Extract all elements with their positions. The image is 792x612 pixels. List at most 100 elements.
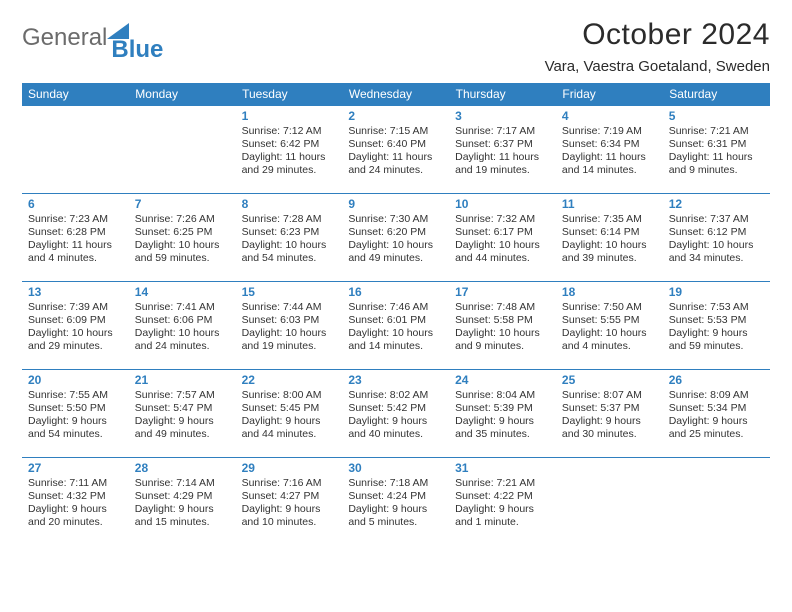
cell-d1: Daylight: 11 hours: [562, 151, 657, 164]
cell-d1: Daylight: 11 hours: [348, 151, 443, 164]
cell-d1: Daylight: 9 hours: [455, 415, 550, 428]
day-number: 7: [135, 197, 230, 211]
day-number: 10: [455, 197, 550, 211]
cell-ss: Sunset: 5:34 PM: [669, 402, 764, 415]
day-number: 30: [348, 461, 443, 475]
cell-ss: Sunset: 4:22 PM: [455, 490, 550, 503]
calendar-week: 1Sunrise: 7:12 AMSunset: 6:42 PMDaylight…: [22, 106, 770, 194]
cell-sr: Sunrise: 8:04 AM: [455, 389, 550, 402]
logo-text-blue: Blue: [111, 36, 163, 63]
cell-d2: and 59 minutes.: [135, 252, 230, 265]
cell-sr: Sunrise: 7:55 AM: [28, 389, 123, 402]
title-block: October 2024 Vara, Vaestra Goetaland, Sw…: [545, 18, 770, 75]
cell-d1: Daylight: 9 hours: [348, 503, 443, 516]
calendar-table: Sunday Monday Tuesday Wednesday Thursday…: [22, 83, 770, 546]
cell-d2: and 20 minutes.: [28, 516, 123, 529]
day-number: 29: [242, 461, 337, 475]
cell-ss: Sunset: 6:20 PM: [348, 226, 443, 239]
cell-d2: and 59 minutes.: [669, 340, 764, 353]
cell-d1: Daylight: 10 hours: [28, 327, 123, 340]
cell-d1: Daylight: 9 hours: [455, 503, 550, 516]
cell-d1: Daylight: 9 hours: [562, 415, 657, 428]
cell-ss: Sunset: 4:32 PM: [28, 490, 123, 503]
calendar-cell: 12Sunrise: 7:37 AMSunset: 6:12 PMDayligh…: [663, 194, 770, 282]
calendar-cell: 6Sunrise: 7:23 AMSunset: 6:28 PMDaylight…: [22, 194, 129, 282]
day-number: 23: [348, 373, 443, 387]
day-header-row: Sunday Monday Tuesday Wednesday Thursday…: [22, 83, 770, 106]
day-number: 3: [455, 109, 550, 123]
calendar-cell: 3Sunrise: 7:17 AMSunset: 6:37 PMDaylight…: [449, 106, 556, 194]
cell-ss: Sunset: 6:12 PM: [669, 226, 764, 239]
calendar-cell: [22, 106, 129, 194]
calendar-cell: 1Sunrise: 7:12 AMSunset: 6:42 PMDaylight…: [236, 106, 343, 194]
header-wed: Wednesday: [342, 83, 449, 106]
day-number: 4: [562, 109, 657, 123]
calendar-week: 13Sunrise: 7:39 AMSunset: 6:09 PMDayligh…: [22, 282, 770, 370]
calendar-cell: 9Sunrise: 7:30 AMSunset: 6:20 PMDaylight…: [342, 194, 449, 282]
header-fri: Friday: [556, 83, 663, 106]
cell-d1: Daylight: 10 hours: [242, 239, 337, 252]
calendar-cell: 19Sunrise: 7:53 AMSunset: 5:53 PMDayligh…: [663, 282, 770, 370]
cell-sr: Sunrise: 7:23 AM: [28, 213, 123, 226]
cell-d1: Daylight: 11 hours: [242, 151, 337, 164]
header-thu: Thursday: [449, 83, 556, 106]
cell-sr: Sunrise: 8:07 AM: [562, 389, 657, 402]
calendar-cell: 30Sunrise: 7:18 AMSunset: 4:24 PMDayligh…: [342, 458, 449, 546]
cell-ss: Sunset: 6:34 PM: [562, 138, 657, 151]
calendar-cell: [663, 458, 770, 546]
cell-ss: Sunset: 5:47 PM: [135, 402, 230, 415]
calendar-cell: 16Sunrise: 7:46 AMSunset: 6:01 PMDayligh…: [342, 282, 449, 370]
cell-d1: Daylight: 9 hours: [135, 415, 230, 428]
calendar-cell: 20Sunrise: 7:55 AMSunset: 5:50 PMDayligh…: [22, 370, 129, 458]
cell-sr: Sunrise: 7:53 AM: [669, 301, 764, 314]
cell-sr: Sunrise: 7:16 AM: [242, 477, 337, 490]
cell-sr: Sunrise: 7:39 AM: [28, 301, 123, 314]
cell-ss: Sunset: 5:39 PM: [455, 402, 550, 415]
day-number: 15: [242, 285, 337, 299]
calendar-cell: 31Sunrise: 7:21 AMSunset: 4:22 PMDayligh…: [449, 458, 556, 546]
cell-d1: Daylight: 10 hours: [135, 327, 230, 340]
calendar-cell: 15Sunrise: 7:44 AMSunset: 6:03 PMDayligh…: [236, 282, 343, 370]
cell-sr: Sunrise: 7:44 AM: [242, 301, 337, 314]
cell-ss: Sunset: 6:23 PM: [242, 226, 337, 239]
calendar-cell: 10Sunrise: 7:32 AMSunset: 6:17 PMDayligh…: [449, 194, 556, 282]
cell-ss: Sunset: 6:31 PM: [669, 138, 764, 151]
calendar-cell: 2Sunrise: 7:15 AMSunset: 6:40 PMDaylight…: [342, 106, 449, 194]
day-number: 9: [348, 197, 443, 211]
cell-d1: Daylight: 10 hours: [562, 239, 657, 252]
calendar-cell: 17Sunrise: 7:48 AMSunset: 5:58 PMDayligh…: [449, 282, 556, 370]
cell-sr: Sunrise: 7:26 AM: [135, 213, 230, 226]
day-number: 18: [562, 285, 657, 299]
calendar-cell: [129, 106, 236, 194]
cell-d2: and 40 minutes.: [348, 428, 443, 441]
calendar-cell: 26Sunrise: 8:09 AMSunset: 5:34 PMDayligh…: [663, 370, 770, 458]
cell-d2: and 1 minute.: [455, 516, 550, 529]
day-number: 1: [242, 109, 337, 123]
cell-d2: and 9 minutes.: [455, 340, 550, 353]
cell-ss: Sunset: 6:40 PM: [348, 138, 443, 151]
cell-sr: Sunrise: 7:28 AM: [242, 213, 337, 226]
cell-d1: Daylight: 9 hours: [669, 415, 764, 428]
calendar-week: 6Sunrise: 7:23 AMSunset: 6:28 PMDaylight…: [22, 194, 770, 282]
calendar-cell: 27Sunrise: 7:11 AMSunset: 4:32 PMDayligh…: [22, 458, 129, 546]
cell-sr: Sunrise: 7:21 AM: [455, 477, 550, 490]
cell-d2: and 24 minutes.: [348, 164, 443, 177]
cell-sr: Sunrise: 7:57 AM: [135, 389, 230, 402]
cell-d2: and 15 minutes.: [135, 516, 230, 529]
cell-d2: and 30 minutes.: [562, 428, 657, 441]
day-number: 27: [28, 461, 123, 475]
cell-d1: Daylight: 10 hours: [455, 239, 550, 252]
cell-d2: and 4 minutes.: [562, 340, 657, 353]
cell-d2: and 29 minutes.: [28, 340, 123, 353]
cell-ss: Sunset: 6:14 PM: [562, 226, 657, 239]
day-number: 17: [455, 285, 550, 299]
cell-ss: Sunset: 4:29 PM: [135, 490, 230, 503]
day-number: 21: [135, 373, 230, 387]
cell-d1: Daylight: 10 hours: [348, 327, 443, 340]
calendar-cell: 8Sunrise: 7:28 AMSunset: 6:23 PMDaylight…: [236, 194, 343, 282]
cell-d1: Daylight: 9 hours: [28, 415, 123, 428]
day-number: 19: [669, 285, 764, 299]
cell-d1: Daylight: 9 hours: [348, 415, 443, 428]
cell-d2: and 49 minutes.: [348, 252, 443, 265]
cell-sr: Sunrise: 7:18 AM: [348, 477, 443, 490]
